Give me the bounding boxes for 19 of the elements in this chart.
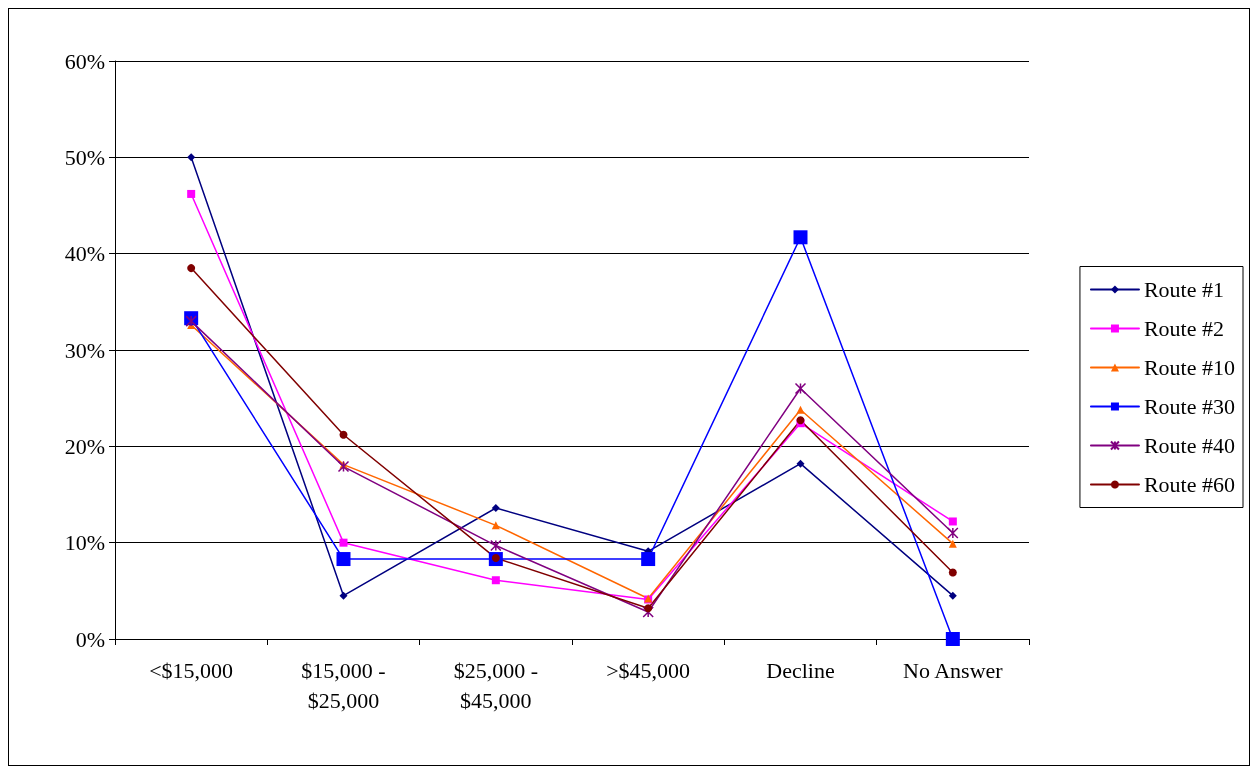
y-tick-label: 40% — [64, 241, 105, 267]
x-tick-label: >$45,000 — [606, 657, 691, 683]
y-tick-label: 30% — [64, 337, 105, 363]
y-tick-label: 0% — [75, 626, 105, 652]
legend-label: Route #30 — [1143, 394, 1236, 419]
x-tick-label: Decline — [766, 657, 835, 683]
legend-label: Route #40 — [1143, 433, 1236, 458]
y-tick-label: 20% — [64, 433, 105, 459]
y-tick-label: 10% — [64, 530, 105, 556]
x-tick-label: $25,000 - $45,000 — [453, 657, 538, 713]
legend-label: Route #1 — [1143, 277, 1225, 302]
legend-label: Route #2 — [1143, 316, 1225, 341]
y-tick-label: 60% — [64, 48, 105, 74]
x-tick-label: $15,000 - $25,000 — [301, 657, 386, 713]
legend-label: Route #10 — [1143, 355, 1236, 380]
x-tick-label: <$15,000 — [149, 657, 234, 683]
legend-label: Route #60 — [1143, 472, 1236, 497]
x-tick-label: No Answer — [903, 657, 1004, 683]
y-tick-label: 50% — [64, 144, 105, 170]
